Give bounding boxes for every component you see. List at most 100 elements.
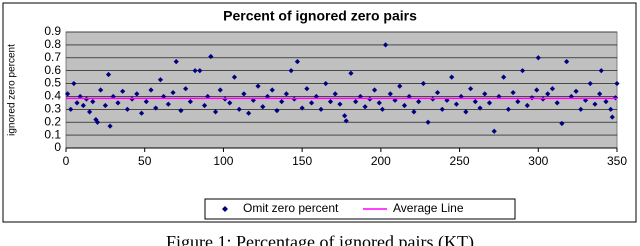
- point: [274, 108, 280, 114]
- point: [80, 102, 86, 109]
- point: [362, 104, 368, 110]
- point: [491, 128, 497, 134]
- point: [299, 105, 305, 111]
- y-tick-label: 0.4: [44, 89, 61, 103]
- point: [236, 106, 242, 112]
- point: [397, 83, 403, 89]
- y-tick-label: 0.8: [44, 37, 61, 51]
- point: [212, 109, 219, 115]
- point: [98, 87, 104, 93]
- point: [197, 68, 203, 74]
- point: [192, 68, 198, 74]
- point: [568, 93, 574, 100]
- x-tick-label: 200: [371, 154, 391, 168]
- point: [573, 88, 579, 94]
- point: [554, 100, 560, 106]
- point: [559, 120, 565, 127]
- point: [323, 80, 329, 87]
- point: [187, 99, 193, 105]
- point: [134, 91, 140, 97]
- point: [227, 100, 233, 106]
- point: [582, 97, 589, 103]
- point: [392, 97, 398, 103]
- point: [348, 70, 354, 76]
- point: [308, 100, 315, 106]
- x-tick-label: 0: [63, 154, 70, 168]
- point: [246, 110, 252, 116]
- point: [269, 87, 275, 93]
- point: [592, 101, 598, 107]
- point: [201, 102, 208, 109]
- y-tick-label: 0: [54, 140, 61, 154]
- point: [327, 99, 334, 105]
- point: [463, 109, 469, 115]
- point: [165, 101, 171, 107]
- point: [449, 74, 455, 80]
- x-tick-label: 300: [528, 154, 548, 168]
- point: [71, 80, 77, 87]
- x-tick-label: 50: [138, 154, 152, 168]
- legend-label: Omit zero percent: [243, 201, 339, 215]
- point: [416, 99, 422, 105]
- y-tick-label: 0.3: [44, 102, 61, 116]
- point: [183, 86, 189, 92]
- point: [564, 59, 570, 65]
- point: [603, 99, 609, 105]
- point: [519, 68, 526, 74]
- point: [255, 83, 261, 89]
- x-tick-label: 150: [292, 154, 312, 168]
- point: [535, 55, 541, 61]
- point: [138, 110, 145, 116]
- point: [420, 80, 426, 87]
- point: [294, 59, 301, 65]
- point: [608, 106, 614, 112]
- point: [337, 101, 343, 107]
- legend-label: Average Line: [393, 201, 464, 215]
- point: [482, 91, 488, 97]
- legend-marker: [222, 206, 228, 212]
- point: [107, 123, 113, 129]
- point: [143, 99, 149, 105]
- point: [434, 89, 441, 96]
- x-tick-label: 350: [607, 154, 627, 168]
- point: [458, 93, 464, 100]
- y-tick-label: 0.6: [44, 63, 61, 77]
- y-tick-label: 0.5: [44, 76, 61, 90]
- point: [313, 93, 319, 100]
- y-tick-label: 0.9: [44, 24, 61, 38]
- point: [515, 99, 521, 105]
- point: [161, 93, 167, 100]
- point: [241, 91, 247, 97]
- point: [578, 106, 584, 112]
- point: [318, 106, 324, 112]
- x-tick-label: 100: [213, 154, 233, 168]
- point: [486, 100, 493, 106]
- plot-area: [65, 31, 618, 149]
- point: [534, 87, 540, 93]
- point: [496, 93, 502, 100]
- legend-box: [204, 198, 516, 220]
- point: [401, 102, 408, 109]
- point: [379, 106, 386, 112]
- point: [439, 106, 445, 112]
- point: [510, 89, 516, 96]
- point: [173, 59, 179, 65]
- point: [477, 105, 483, 111]
- y-tick-label: 0.2: [44, 114, 61, 128]
- point: [94, 119, 101, 125]
- point: [68, 106, 74, 112]
- point: [467, 86, 474, 92]
- point: [64, 91, 71, 97]
- point: [208, 53, 214, 60]
- point: [342, 113, 348, 119]
- point: [231, 74, 238, 80]
- point: [545, 91, 551, 97]
- point: [102, 102, 108, 109]
- y-tick-label: 0.1: [44, 127, 61, 141]
- y-tick-label: 0.7: [44, 50, 61, 64]
- point: [444, 97, 450, 103]
- point: [406, 93, 412, 100]
- point: [587, 80, 593, 87]
- point: [264, 93, 271, 100]
